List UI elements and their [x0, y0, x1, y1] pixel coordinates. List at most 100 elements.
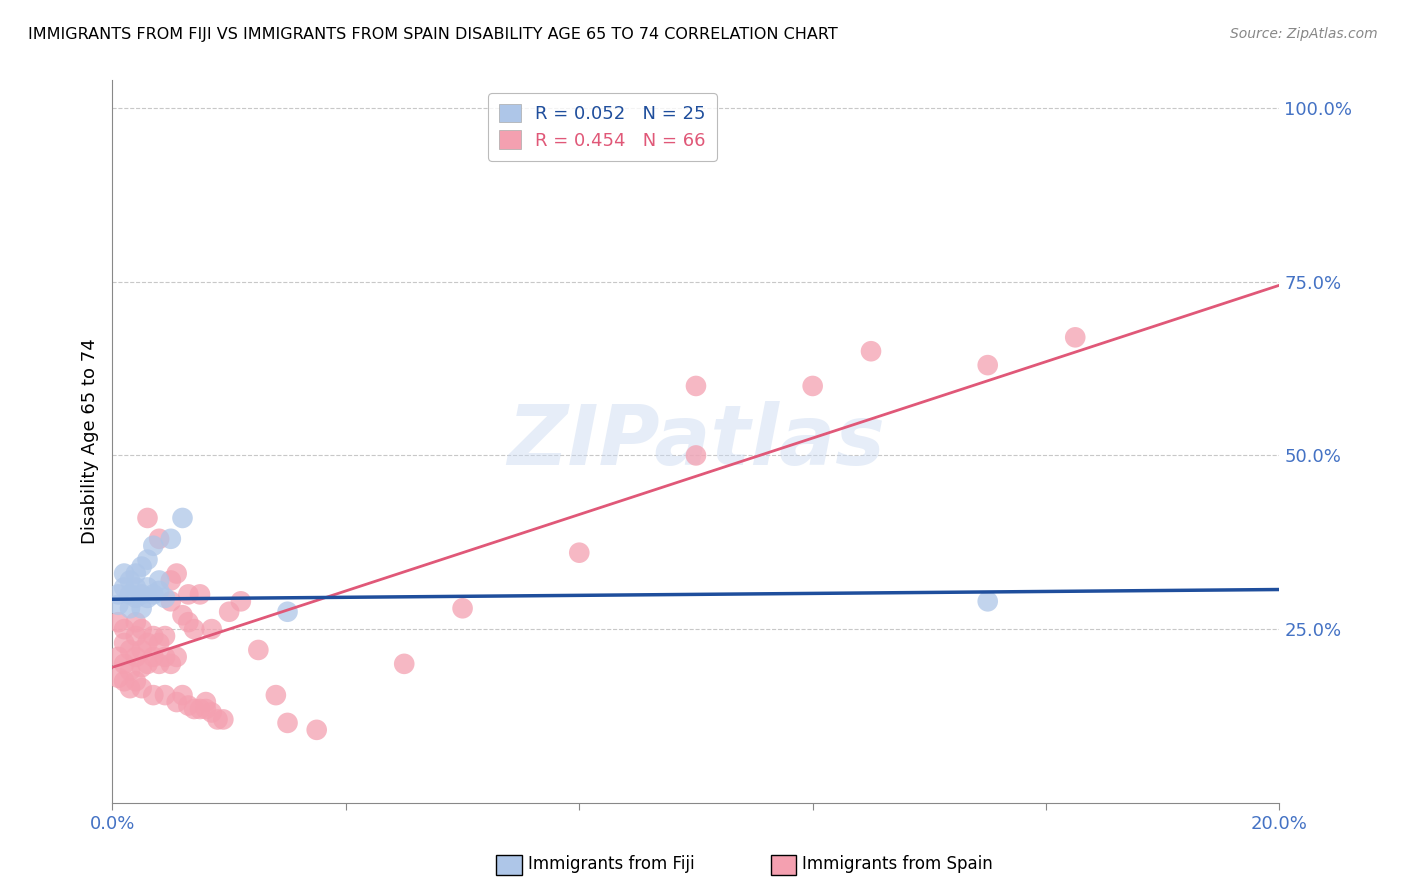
Point	[685, 379, 707, 393]
Point	[118, 681, 141, 695]
Point	[148, 583, 170, 598]
Point	[112, 581, 135, 595]
Point	[177, 587, 200, 601]
Point	[118, 601, 141, 615]
Point	[148, 574, 170, 588]
Point	[136, 581, 159, 595]
Point	[148, 532, 170, 546]
Point	[194, 702, 217, 716]
Text: ZIPatlas: ZIPatlas	[508, 401, 884, 482]
Point	[107, 649, 129, 664]
Legend: R = 0.052   N = 25, R = 0.454   N = 66: R = 0.052 N = 25, R = 0.454 N = 66	[488, 93, 717, 161]
Point	[218, 605, 240, 619]
Point	[131, 587, 153, 601]
Point	[118, 587, 141, 601]
Point	[131, 660, 153, 674]
Point	[212, 713, 235, 727]
Point	[136, 636, 159, 650]
Point	[207, 713, 229, 727]
Point	[136, 511, 159, 525]
Point	[118, 643, 141, 657]
Point	[685, 449, 707, 463]
Point	[131, 681, 153, 695]
Point	[172, 511, 194, 525]
Point	[112, 636, 135, 650]
Point	[107, 587, 129, 601]
Point	[160, 657, 183, 671]
Point	[125, 649, 148, 664]
Point	[177, 615, 200, 630]
Point	[166, 695, 188, 709]
Point	[148, 657, 170, 671]
Point	[976, 594, 998, 608]
Point	[125, 581, 148, 595]
Point	[112, 566, 135, 581]
Point	[136, 552, 159, 566]
Point	[201, 706, 224, 720]
Point	[118, 664, 141, 678]
Point	[194, 695, 217, 709]
Point	[276, 715, 298, 730]
Point	[112, 674, 135, 689]
Point	[112, 622, 135, 636]
Point	[394, 657, 416, 671]
Point	[860, 344, 883, 359]
Point	[160, 594, 183, 608]
Point	[201, 622, 224, 636]
Point	[125, 674, 148, 689]
Point	[153, 649, 176, 664]
Point	[107, 615, 129, 630]
Point	[801, 379, 824, 393]
Point	[976, 358, 998, 372]
Point	[136, 591, 159, 605]
Point	[1064, 330, 1087, 344]
Point	[142, 649, 165, 664]
Text: Immigrants from Fiji: Immigrants from Fiji	[527, 855, 695, 873]
Point	[131, 601, 153, 615]
Text: IMMIGRANTS FROM FIJI VS IMMIGRANTS FROM SPAIN DISABILITY AGE 65 TO 74 CORRELATIO: IMMIGRANTS FROM FIJI VS IMMIGRANTS FROM …	[28, 27, 838, 42]
Point	[172, 688, 194, 702]
Point	[188, 587, 211, 601]
Point	[153, 629, 176, 643]
Point	[125, 629, 148, 643]
FancyBboxPatch shape	[770, 855, 796, 875]
Point	[160, 532, 183, 546]
Point	[112, 657, 135, 671]
Point	[451, 601, 474, 615]
Point	[125, 615, 148, 630]
Point	[131, 622, 153, 636]
Point	[142, 539, 165, 553]
Point	[183, 622, 205, 636]
Point	[131, 559, 153, 574]
Point	[136, 657, 159, 671]
Point	[276, 605, 298, 619]
Point	[172, 608, 194, 623]
Text: Source: ZipAtlas.com: Source: ZipAtlas.com	[1230, 27, 1378, 41]
Point	[183, 702, 205, 716]
Point	[177, 698, 200, 713]
Point	[166, 566, 188, 581]
Point	[125, 591, 148, 605]
Point	[107, 671, 129, 685]
Point	[568, 546, 591, 560]
Point	[229, 594, 252, 608]
Point	[142, 688, 165, 702]
Point	[125, 566, 148, 581]
Point	[107, 598, 129, 612]
Point	[188, 702, 211, 716]
Point	[142, 587, 165, 601]
FancyBboxPatch shape	[496, 855, 522, 875]
Point	[305, 723, 328, 737]
Point	[131, 643, 153, 657]
Point	[142, 629, 165, 643]
Y-axis label: Disability Age 65 to 74: Disability Age 65 to 74	[80, 339, 98, 544]
Point	[153, 591, 176, 605]
Point	[118, 574, 141, 588]
Point	[153, 688, 176, 702]
Point	[160, 574, 183, 588]
Text: Immigrants from Spain: Immigrants from Spain	[803, 855, 993, 873]
Point	[247, 643, 270, 657]
Point	[166, 649, 188, 664]
Point	[264, 688, 287, 702]
Point	[148, 636, 170, 650]
